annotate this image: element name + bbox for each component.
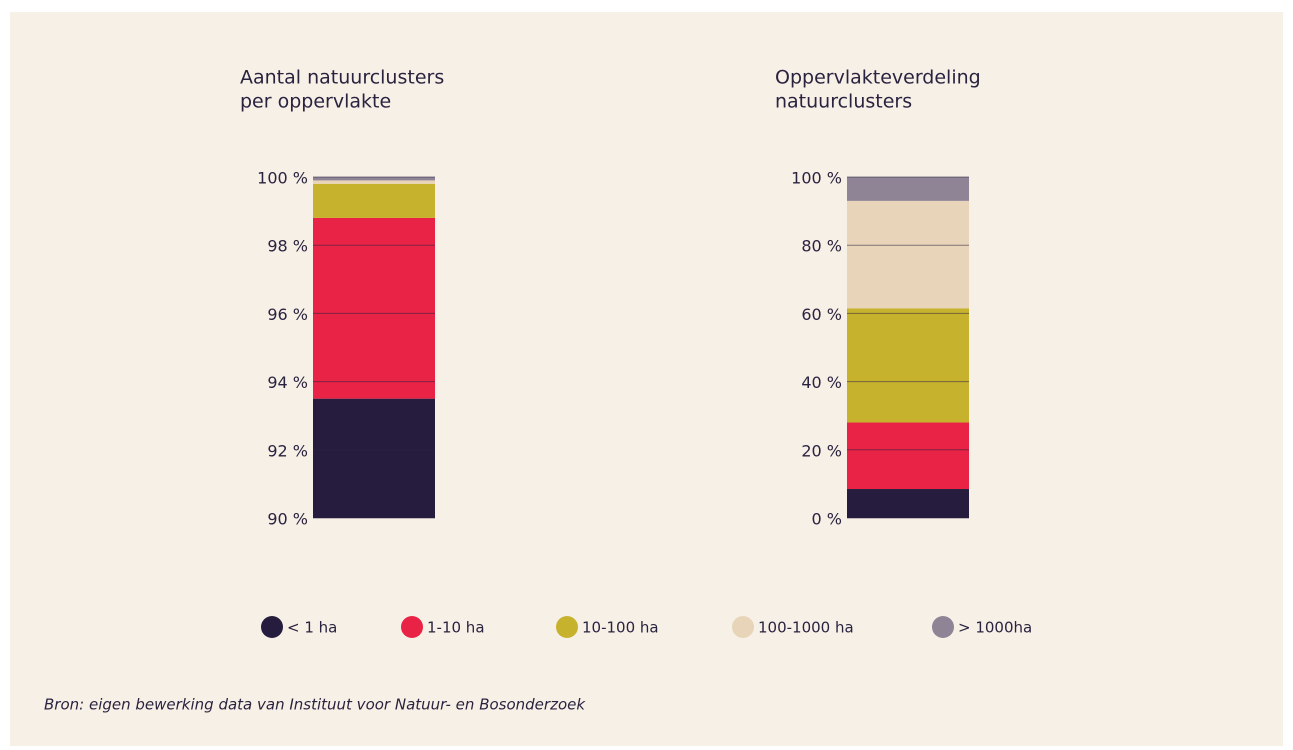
legend-swatch (401, 616, 423, 638)
y-tick-label: 20 % (801, 441, 842, 460)
panel-background (10, 12, 1283, 746)
chart-title: Aantal natuurclusters (240, 67, 444, 89)
legend-label: 10-100 ha (582, 619, 659, 637)
legend-label: < 1 ha (287, 619, 337, 637)
legend-label: 100-1000 ha (758, 619, 854, 637)
bar-segment (313, 177, 435, 181)
y-tick-label: 60 % (801, 305, 842, 324)
y-tick-label: 94 % (267, 373, 308, 392)
y-tick-label: 92 % (267, 441, 308, 460)
bar-segment (847, 177, 969, 201)
legend-label: > 1000ha (958, 619, 1032, 637)
y-tick-label: 100 % (791, 169, 842, 188)
y-tick-label: 96 % (267, 305, 308, 324)
bar-segment (847, 422, 969, 490)
y-tick-label: 80 % (801, 237, 842, 256)
y-tick-label: 100 % (257, 169, 308, 188)
y-tick-label: 90 % (267, 510, 308, 529)
legend-swatch (556, 616, 578, 638)
legend-swatch (261, 616, 283, 638)
bar-segment (313, 183, 435, 218)
source-note: Bron: eigen bewerking data van Instituut… (44, 696, 586, 714)
legend-swatch (732, 616, 754, 638)
y-tick-label: 40 % (801, 373, 842, 392)
chart-title: Oppervlakteverdeling (775, 67, 981, 89)
y-tick-label: 98 % (267, 237, 308, 256)
bar-segment (313, 398, 435, 518)
legend-label: 1-10 ha (427, 619, 485, 637)
bar-segment (313, 217, 435, 399)
bar-segment (847, 489, 969, 518)
y-tick-label: 0 % (812, 510, 842, 529)
chart-title: natuurclusters (775, 91, 912, 113)
bar-segment (847, 200, 969, 309)
chart-title: per oppervlakte (240, 91, 391, 113)
legend-swatch (932, 616, 954, 638)
bar-segment (847, 308, 969, 423)
bar-segment (313, 180, 435, 184)
